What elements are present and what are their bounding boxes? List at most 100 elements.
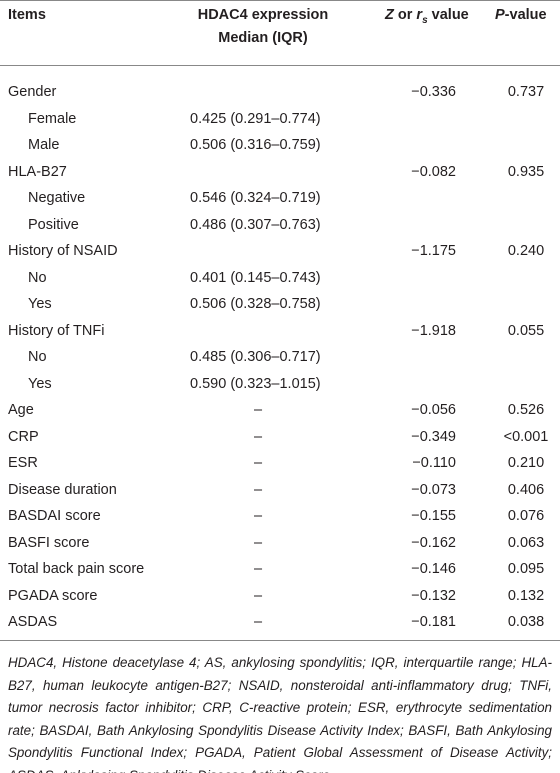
header-p-part: P	[495, 7, 505, 23]
table-row: Female 0.425 (0.291–0.774)	[0, 106, 560, 133]
row-z: −0.181	[411, 614, 456, 631]
row-label: ASDAS	[8, 614, 58, 631]
row-median: –	[254, 455, 263, 472]
row-label: Negative	[28, 190, 86, 207]
row-p: 0.076	[507, 508, 545, 525]
table-row: No 0.485 (0.306–0.717)	[0, 344, 560, 371]
row-label: History of TNFi	[8, 322, 105, 339]
row-label: ESR	[8, 455, 38, 472]
row-p: 0.055	[507, 322, 545, 339]
row-z: −0.132	[411, 587, 456, 604]
row-median: 0.506 (0.328–0.758)	[190, 296, 321, 313]
row-label: Disease duration	[8, 481, 117, 498]
row-label: PGADA score	[8, 587, 98, 604]
row-label: Male	[28, 137, 60, 154]
header-z-part: Z	[385, 7, 394, 23]
row-label: Female	[28, 110, 77, 127]
row-label: Gender	[8, 84, 57, 101]
row-median: 0.506 (0.316–0.759)	[190, 137, 321, 154]
row-p: 0.132	[507, 587, 545, 604]
row-label: BASDAI score	[8, 508, 101, 525]
table-row: Yes 0.590 (0.323–1.015)	[0, 371, 560, 398]
row-median: –	[254, 614, 263, 631]
row-z: −0.349	[411, 428, 456, 445]
row-z: −1.175	[411, 243, 456, 260]
table-row: ESR – −0.110 0.210	[0, 450, 560, 477]
table-row: Male 0.506 (0.316–0.759)	[0, 132, 560, 159]
row-z: −0.082	[411, 163, 456, 180]
row-median: 0.425 (0.291–0.774)	[190, 110, 321, 127]
header-hdac4: HDAC4 expression Median (IQR)	[188, 7, 338, 53]
footnote: HDAC4, Histone deacetylase 4; AS, ankylo…	[8, 655, 552, 773]
row-median: –	[254, 561, 263, 578]
row-p: 0.406	[507, 481, 545, 498]
row-p: 0.063	[507, 534, 545, 551]
row-p: 0.210	[507, 455, 545, 472]
row-median: 0.486 (0.307–0.763)	[190, 216, 321, 233]
header-z-part: r	[416, 7, 423, 23]
header-hdac4-line2: Median (IQR)	[218, 30, 308, 46]
row-z: −0.146	[411, 561, 456, 578]
header-z: Z or rs value	[385, 7, 469, 26]
row-median: –	[254, 402, 263, 419]
table-row: No 0.401 (0.145–0.743)	[0, 265, 560, 292]
row-label: BASFI score	[8, 534, 90, 551]
table-rule	[0, 640, 560, 641]
row-label: No	[28, 269, 47, 286]
row-label: History of NSAID	[8, 243, 118, 260]
row-label: HLA-B27	[8, 163, 67, 180]
row-z: −0.110	[412, 455, 456, 472]
row-median: –	[254, 534, 263, 551]
header-items: Items	[8, 7, 46, 23]
row-z: −0.162	[411, 534, 456, 551]
table-body: Gender −0.336 0.737 Female 0.425 (0.291–0.77…	[0, 79, 560, 636]
row-p: <0.001	[503, 428, 549, 445]
table-row: PGADA score – −0.132 0.132	[0, 583, 560, 610]
table-row: ASDAS – −0.181 0.038	[0, 609, 560, 636]
table-row: Total back pain score – −0.146 0.095	[0, 556, 560, 583]
row-median: –	[254, 428, 263, 445]
table-row: HLA-B27 −0.082 0.935	[0, 159, 560, 186]
row-z: −0.073	[411, 481, 456, 498]
row-label: Age	[8, 402, 34, 419]
row-label: CRP	[8, 428, 39, 445]
header-p-part: -value	[504, 7, 547, 23]
row-median: 0.401 (0.145–0.743)	[190, 269, 321, 286]
table-row: History of TNFi −1.918 0.055	[0, 318, 560, 345]
table-header: Items HDAC4 expression Median (IQR) Z or …	[0, 0, 560, 66]
row-median: 0.485 (0.306–0.717)	[190, 349, 321, 366]
row-median: –	[254, 587, 263, 604]
table-row: Negative 0.546 (0.324–0.719)	[0, 185, 560, 212]
header-z-part: s	[422, 14, 428, 26]
header-z-part: or	[393, 7, 417, 23]
row-label: Yes	[28, 375, 52, 392]
table-row: Positive 0.486 (0.307–0.763)	[0, 212, 560, 239]
row-p: 0.737	[507, 84, 545, 101]
row-z: −0.056	[411, 402, 456, 419]
table-row: BASFI score – −0.162 0.063	[0, 530, 560, 557]
row-p: 0.935	[507, 163, 545, 180]
header-p: P-value	[495, 7, 547, 23]
row-p: 0.240	[507, 243, 545, 260]
table-row: Age – −0.056 0.526	[0, 397, 560, 424]
row-label: Yes	[28, 296, 52, 313]
row-label: No	[28, 349, 47, 366]
table-row: History of NSAID −1.175 0.240	[0, 238, 560, 265]
row-z: −1.918	[411, 322, 456, 339]
row-z: −0.336	[411, 84, 456, 101]
table-row: BASDAI score – −0.155 0.076	[0, 503, 560, 530]
table-row: Yes 0.506 (0.328–0.758)	[0, 291, 560, 318]
header-z-part: value	[427, 7, 469, 23]
row-label: Total back pain score	[8, 561, 145, 578]
row-median: –	[254, 508, 263, 525]
row-z: −0.155	[411, 508, 456, 525]
table-row: Gender −0.336 0.737	[0, 79, 560, 106]
row-label: Positive	[28, 216, 79, 233]
table-row: CRP – −0.349 <0.001	[0, 424, 560, 451]
row-p: 0.038	[507, 614, 545, 631]
header-hdac4-line1: HDAC4 expression	[197, 7, 329, 23]
row-p: 0.095	[507, 561, 545, 578]
row-median: –	[254, 481, 263, 498]
row-p: 0.526	[507, 402, 545, 419]
